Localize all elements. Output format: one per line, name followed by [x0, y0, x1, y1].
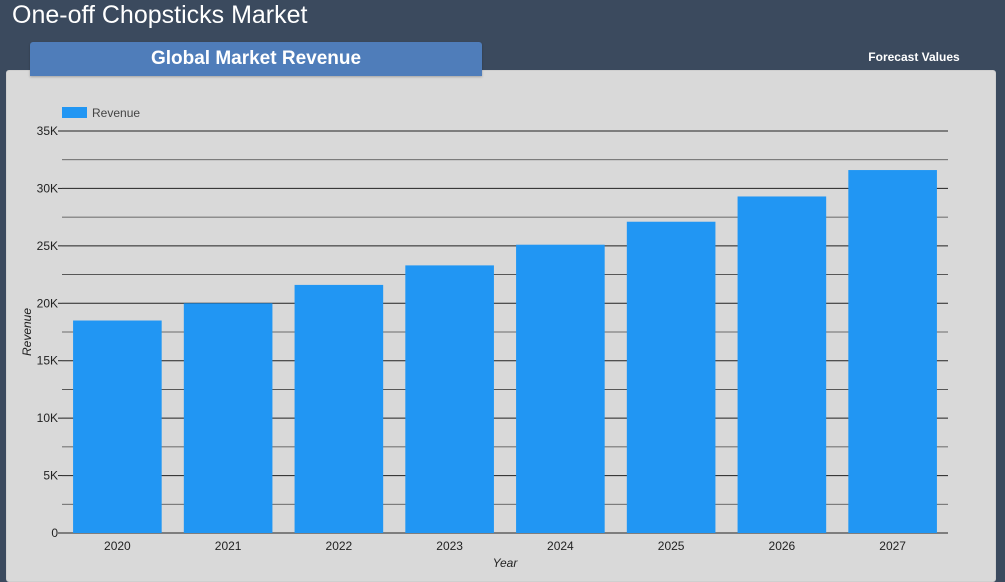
- legend-label-revenue: Revenue: [92, 106, 140, 120]
- y-tick-label: 30K: [37, 181, 58, 195]
- x-tick-label: 2025: [658, 539, 685, 553]
- x-axis-ticks: 2020 2021 2022 2023 2024 2025 2026 2027: [104, 539, 906, 553]
- chart-bars: [73, 170, 937, 534]
- y-tick-label: 5K: [43, 469, 58, 483]
- x-axis-title: Year: [493, 556, 519, 570]
- y-axis-ticks: 0 5K 10K 15K 20K 25K 30K 35K: [37, 124, 62, 540]
- page-title: One-off Chopsticks Market: [12, 1, 308, 29]
- chart-panel: [6, 70, 996, 582]
- x-tick-label: 2024: [547, 539, 574, 553]
- x-tick-label: 2023: [436, 539, 463, 553]
- y-tick-label: 0: [51, 526, 58, 540]
- bar-2026[interactable]: [737, 196, 827, 533]
- y-tick-label: 25K: [37, 239, 58, 253]
- x-tick-label: 2020: [104, 539, 131, 553]
- x-tick-label: 2026: [769, 539, 796, 553]
- x-tick-label: 2022: [326, 539, 353, 553]
- bar-2025[interactable]: [626, 221, 716, 534]
- x-tick-label: 2021: [215, 539, 242, 553]
- legend-swatch-revenue: [62, 107, 87, 118]
- y-tick-label: 20K: [37, 296, 58, 310]
- tab-forecast-values[interactable]: Forecast Values: [868, 50, 960, 64]
- bar-2023[interactable]: [405, 265, 494, 533]
- bar-2024[interactable]: [516, 244, 605, 534]
- y-axis-title: Revenue: [20, 308, 34, 356]
- x-tick-label: 2027: [879, 539, 906, 553]
- bar-2021[interactable]: [183, 303, 273, 533]
- y-tick-label: 10K: [37, 411, 58, 425]
- y-tick-label: 35K: [37, 124, 58, 138]
- chart-legend: Revenue: [62, 106, 140, 120]
- y-tick-label: 15K: [37, 354, 58, 368]
- tab-global-market-revenue[interactable]: Global Market Revenue: [30, 42, 482, 76]
- bar-2022[interactable]: [294, 284, 384, 533]
- bar-2027[interactable]: [848, 170, 937, 533]
- bar-2020[interactable]: [73, 320, 162, 533]
